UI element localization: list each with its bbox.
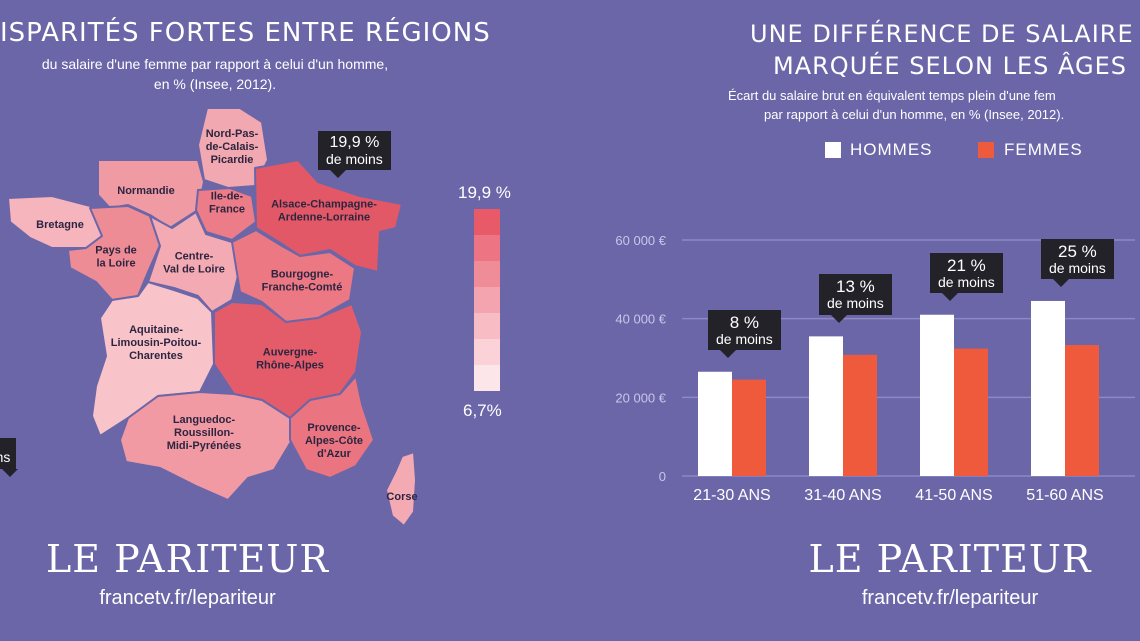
y-tick-label: 40 000 € [615, 312, 666, 327]
region-label: Provence-Alpes-Côte d'Azur [305, 422, 363, 460]
category-label: 41-50 ANS [915, 487, 992, 504]
region-max-callout-pct: 19,9 % [329, 134, 380, 151]
gap-callout: 8 % de moins [708, 309, 781, 358]
bar-femmes [1065, 345, 1099, 476]
legend-femmes-swatch [978, 142, 994, 158]
region-label: Ile-de-France [209, 191, 245, 216]
right-brand: LE PARITEUR [808, 537, 1092, 581]
gap-callout-label: de moins [827, 295, 884, 312]
gap-callout-label: de moins [1049, 259, 1106, 276]
color-scale-step [474, 209, 500, 235]
region-label: Bourgogne-Franche-Comté [262, 269, 343, 294]
region-shape [231, 229, 356, 323]
color-scale-step [474, 287, 500, 313]
regions-subtitle-line1: du salaire d'une femme par rapport à cel… [41, 56, 389, 72]
y-tick-label: 0 [659, 469, 666, 484]
left-brand: LE PARITEUR [46, 537, 329, 581]
region-label: Bretagne [36, 219, 84, 231]
gap-callout-pct: 8 % [729, 312, 760, 332]
category-label: 21-30 ANS [693, 487, 770, 504]
ages-panel: UNE DIFFÉRENCE DE SALAIRE MARQUÉE SELON … [560, 0, 1140, 641]
region-shape [119, 391, 293, 501]
gap-callout-pct: 13 % [836, 277, 875, 297]
color-scale-bottom-label: 6,7% [463, 401, 502, 420]
category-label: 51-60 ANS [1026, 487, 1103, 504]
region-label: Alsace-Champagne-Ardenne-Lorraine [271, 199, 377, 224]
legend-hommes-label: HOMMES [850, 140, 933, 159]
bar-femmes [732, 379, 766, 476]
region-label: Normandie [117, 185, 174, 197]
ages-title-line1: UNE DIFFÉRENCE DE SALAIRE [750, 20, 1134, 48]
bar-femmes [954, 348, 988, 476]
bar-hommes [809, 336, 843, 476]
ages-subtitle-line2: par rapport à celui d'un homme, en % (In… [764, 107, 1065, 122]
color-scale-step [474, 365, 500, 391]
regions-panel: ISPARITÉS FORTES ENTRE RÉGIONS du salair… [0, 0, 540, 641]
region-label: Languedoc-Roussillon-Midi-Pyrénées [167, 414, 242, 452]
salary-by-age-chart: 0 20 000 € 40 000 € 60 000 € 21-30 ANS 31-40 … [615, 233, 1135, 504]
bar-femmes [843, 354, 877, 476]
region-label: Aquitaine-Limousin-Poitou-Charentes [111, 324, 202, 362]
legend-hommes-swatch [825, 142, 841, 158]
gap-callout-pct: 25 % [1058, 241, 1097, 261]
color-scale-step [474, 339, 500, 365]
left-url[interactable]: francetv.fr/lepariteur [99, 587, 276, 609]
gap-callout: 13 % de moins [819, 274, 892, 323]
partial-callout-text: ns [0, 449, 11, 465]
region-label: Auvergne-Rhône-Alpes [256, 347, 324, 372]
partial-callout: ns [0, 438, 18, 477]
color-scale [474, 209, 500, 391]
gap-callout: 21 % de moins [930, 252, 1003, 301]
regions-subtitle-line2: en % (Insee, 2012). [153, 76, 277, 92]
region-shape [254, 159, 403, 273]
color-scale-top-label: 19,9 % [458, 183, 511, 202]
bar-hommes [920, 314, 954, 476]
region-label: Nord-Pas-de-Calais-Picardie [206, 128, 259, 166]
category-label: 31-40 ANS [804, 487, 881, 504]
right-url[interactable]: francetv.fr/lepariteur [861, 587, 1039, 609]
ages-title-line2: MARQUÉE SELON LES ÂGES [773, 52, 1127, 80]
gap-callout-label: de moins [716, 330, 773, 347]
regions-title: ISPARITÉS FORTES ENTRE RÉGIONS [0, 18, 491, 48]
color-scale-step [474, 261, 500, 287]
gap-callout: 25 % de moins [1041, 238, 1114, 287]
ages-subtitle-line1: Écart du salaire brut en équivalent temp… [728, 88, 1056, 103]
bar-hommes [1031, 300, 1065, 476]
y-tick-label: 20 000 € [615, 390, 666, 405]
legend-femmes-label: FEMMES [1004, 140, 1083, 159]
region-max-callout-label: de moins [326, 150, 383, 167]
france-regions-map: Nord-Pas-de-Calais-Picardie Normandie Ile-… [7, 107, 418, 527]
y-tick-label: 60 000 € [615, 233, 666, 248]
color-scale-step [474, 235, 500, 261]
region-shape [289, 375, 375, 479]
gap-callout-pct: 21 % [947, 255, 986, 275]
color-scale-step [474, 313, 500, 339]
gap-callout-label: de moins [938, 273, 995, 290]
region-label: Corse [386, 491, 417, 503]
region-label: Pays de la Loire [95, 245, 137, 270]
region-label: Centre-Val de Loire [163, 251, 225, 276]
region-max-callout: 19,9 % de moins [318, 131, 391, 180]
bar-hommes [698, 371, 732, 476]
region-shape [385, 451, 417, 527]
